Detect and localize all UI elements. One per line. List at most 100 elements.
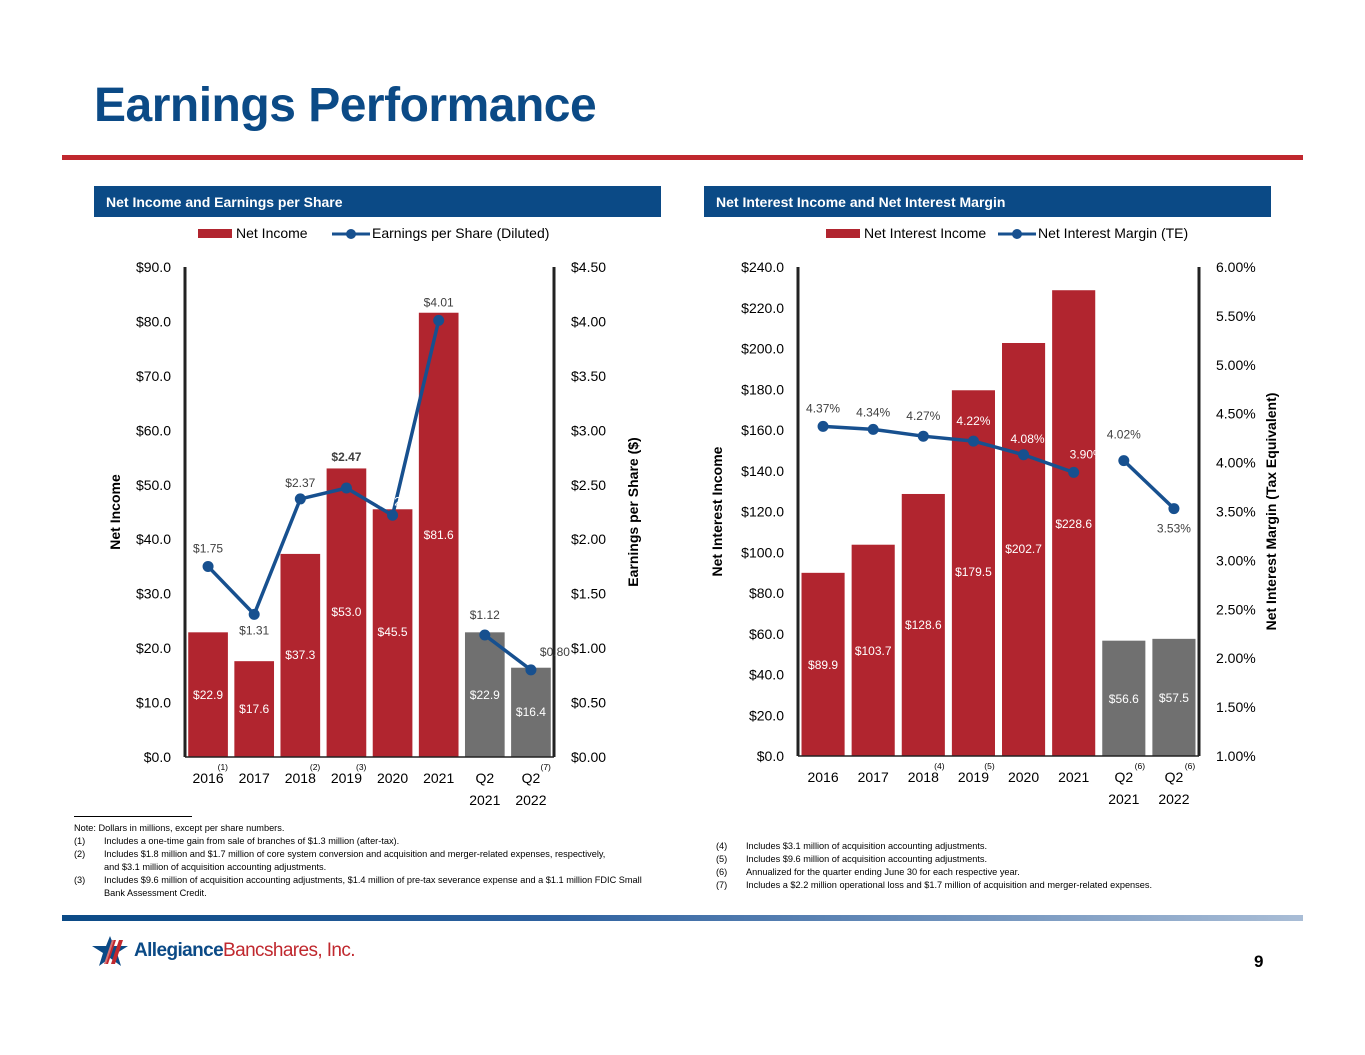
- x-axis-tick-label: 2019: [331, 770, 362, 786]
- footnote-marker: (7): [541, 762, 552, 772]
- line-point: [867, 423, 879, 435]
- footnote-text: Includes $9.6 million of acquisition acc…: [104, 875, 642, 898]
- y2-axis-tick-label: 1.00%: [1216, 748, 1256, 764]
- legend-line-marker: [1012, 229, 1022, 239]
- y-axis-tick-label: $10.0: [136, 695, 171, 711]
- legend-bar-swatch: [826, 229, 860, 238]
- y2-axis-tick-label: $3.50: [571, 368, 606, 384]
- line-data-label: 4.08%: [1011, 432, 1045, 446]
- y2-axis-tick-label: $0.00: [571, 749, 606, 765]
- line-data-label: $1.75: [193, 541, 223, 555]
- footnote-text: Includes $3.1 million of acquisition acc…: [746, 841, 988, 851]
- y2-axis-tick-label: $2.50: [571, 477, 606, 493]
- bar: [1152, 638, 1196, 756]
- footnote-number: (1): [74, 836, 86, 846]
- footnote-number: (7): [716, 880, 728, 890]
- footnote-text: Includes $1.8 million and $1.7 million o…: [104, 849, 606, 872]
- bar: [234, 661, 275, 757]
- y-axis-tick-label: $80.0: [749, 585, 784, 601]
- x-axis-tick-label: 2018: [285, 770, 316, 786]
- line-point: [1168, 503, 1180, 515]
- y2-axis-tick-label: 2.50%: [1216, 601, 1256, 617]
- legend-bar-swatch: [198, 229, 232, 238]
- bar: [464, 632, 505, 757]
- x-axis-tick-label: 2020: [377, 770, 408, 786]
- logo-name-part2: Bancshares, Inc.: [223, 940, 356, 961]
- bar-data-label: $228.6: [1055, 517, 1092, 531]
- footnote-item: (7) Includes a $2.2 million operational l…: [716, 879, 1276, 892]
- y-axis-tick-label: $60.0: [749, 626, 784, 642]
- y-axis-tick-label: $70.0: [136, 368, 171, 384]
- line-point: [248, 608, 260, 620]
- footnote-item: (2) Includes $1.8 million and $1.7 millio…: [74, 848, 674, 874]
- y-axis-tick-label: $40.0: [136, 531, 171, 547]
- y-axis-tick-label: $30.0: [136, 586, 171, 602]
- y-axis-tick-label: $20.0: [749, 707, 784, 723]
- footer-divider: [62, 915, 1303, 921]
- panel-header-net-income: Net Income and Earnings per Share: [94, 186, 661, 217]
- y-axis-title: Net Interest Income: [709, 446, 725, 576]
- bar: [1102, 640, 1146, 756]
- footnotes-left: Note: Dollars in millions, except per sh…: [74, 822, 674, 900]
- line-data-label: 3.53%: [1157, 522, 1191, 536]
- footnote-number: (4): [716, 841, 728, 851]
- footnote-intro: Note: Dollars in millions, except per sh…: [74, 823, 285, 833]
- bar-data-label: $22.9: [193, 688, 223, 702]
- line-data-label: 4.27%: [906, 409, 940, 423]
- notes-divider: [74, 816, 192, 817]
- bar: [851, 544, 895, 756]
- y2-axis-tick-label: $4.00: [571, 313, 606, 329]
- logo-wordmark: AllegianceBancshares, Inc.: [134, 940, 356, 962]
- net-income-eps-chart: Net Income Earnings per Share (Diluted) $0…: [107, 225, 641, 808]
- bar-data-label: $128.6: [905, 618, 942, 632]
- x-axis-tick-label: 2021: [423, 770, 454, 786]
- footnote-marker: (2): [310, 762, 321, 772]
- bar-data-label: $57.5: [1159, 691, 1189, 705]
- bar: [1002, 342, 1046, 756]
- bar-data-label: $179.5: [955, 565, 992, 579]
- legend-label: Net Income: [236, 225, 308, 241]
- bar-data-label: $56.6: [1109, 692, 1139, 706]
- x-axis-tick-label: Q2: [1114, 769, 1133, 785]
- bar: [280, 553, 321, 757]
- bar-data-label: $81.6: [424, 528, 454, 542]
- bar: [418, 312, 459, 757]
- line-data-label: $1.12: [470, 608, 500, 622]
- x-axis-tick-label: 2017: [858, 769, 889, 785]
- x-axis-tick-label: 2022: [515, 792, 546, 808]
- x-axis-tick-label: Q2: [1165, 769, 1184, 785]
- y-axis-tick-label: $90.0: [136, 259, 171, 275]
- x-axis-tick-label: Q2: [522, 770, 541, 786]
- net-interest-income-margin-chart: Net Interest Income Net Interest Margin (…: [709, 225, 1279, 807]
- y2-axis-tick-label: 4.50%: [1216, 406, 1256, 422]
- footnote-number: (6): [716, 867, 728, 877]
- y2-axis-tick-label: 6.00%: [1216, 259, 1256, 275]
- footnote-marker: (4): [934, 761, 945, 771]
- line-data-label: 4.22%: [956, 414, 990, 428]
- line-data-label: 4.02%: [1107, 428, 1141, 442]
- footnote-item: (1) Includes a one-time gain from sale of…: [74, 835, 674, 848]
- y-axis-tick-label: $200.0: [741, 341, 784, 357]
- bar-data-label: $103.7: [855, 644, 892, 658]
- bar: [1052, 290, 1096, 756]
- bar-data-label: $89.9: [808, 658, 838, 672]
- line-data-label: $2.47: [331, 450, 361, 464]
- y2-axis-tick-label: 5.50%: [1216, 308, 1256, 324]
- line-data-label: $2.37: [285, 476, 315, 490]
- footnote-marker: (1): [218, 762, 229, 772]
- x-axis-tick-label: Q2: [475, 770, 494, 786]
- y2-axis-tick-label: $0.50: [571, 695, 606, 711]
- y2-axis-tick-label: 5.00%: [1216, 357, 1256, 373]
- line-data-label: $1.31: [239, 623, 269, 637]
- y2-axis-tick-label: $2.00: [571, 531, 606, 547]
- line-series-segment: [1122, 459, 1176, 510]
- y2-axis-tick-label: $3.00: [571, 422, 606, 438]
- footnote-number: (5): [716, 854, 728, 864]
- footnote-text: Annualized for the quarter ending June 3…: [746, 867, 1020, 877]
- bar-data-label: $22.9: [470, 688, 500, 702]
- page-title: Earnings Performance: [94, 79, 597, 132]
- y-axis-tick-label: $40.0: [749, 667, 784, 683]
- bar-data-label: $16.4: [516, 705, 546, 719]
- bar: [951, 390, 995, 756]
- line-point: [1118, 455, 1130, 467]
